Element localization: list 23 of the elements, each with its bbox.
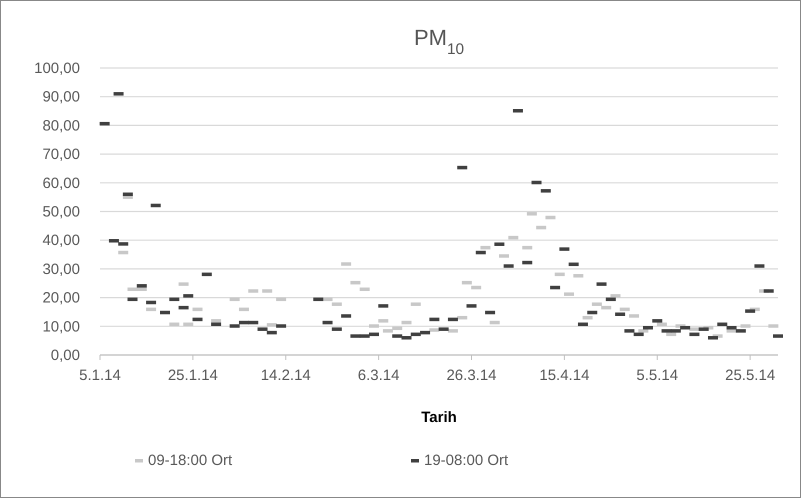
y-tick-label: 70,00	[42, 146, 80, 164]
y-tick-label: 60,00	[42, 174, 80, 192]
x-axis-title: Tarih	[421, 409, 457, 426]
y-tick-label: 50,00	[42, 204, 80, 220]
x-tick-label: 15.4.14	[539, 367, 590, 384]
y-tick-label: 0,00	[50, 347, 80, 364]
y-tick-label: 10,00	[42, 318, 80, 336]
y-tick-label: 30,00	[42, 260, 80, 278]
legend-label: 19-08:00 Ort	[424, 452, 510, 469]
x-tick-label: 5.1.14	[79, 367, 121, 384]
x-tick-label: 5.5.14	[636, 367, 678, 384]
y-tick-label: 20,00	[42, 290, 80, 307]
y-tick-label: 100,00	[34, 60, 80, 77]
x-tick-label: 25.1.14	[168, 367, 218, 384]
y-tick-label: 40,00	[42, 232, 80, 250]
x-tick-label: 25.5.14	[725, 367, 776, 384]
x-tick-label: 26.3.14	[446, 367, 497, 384]
y-tick-label: 90,00	[42, 88, 80, 106]
legend-label: 09-18:00 Ort	[148, 452, 234, 469]
chart-title: PM$_{10}$	[414, 25, 464, 58]
x-tick-label: 14.2.14	[260, 367, 311, 384]
y-tick-label: 80,00	[42, 117, 80, 134]
x-tick-label: 6.3.14	[358, 367, 400, 384]
